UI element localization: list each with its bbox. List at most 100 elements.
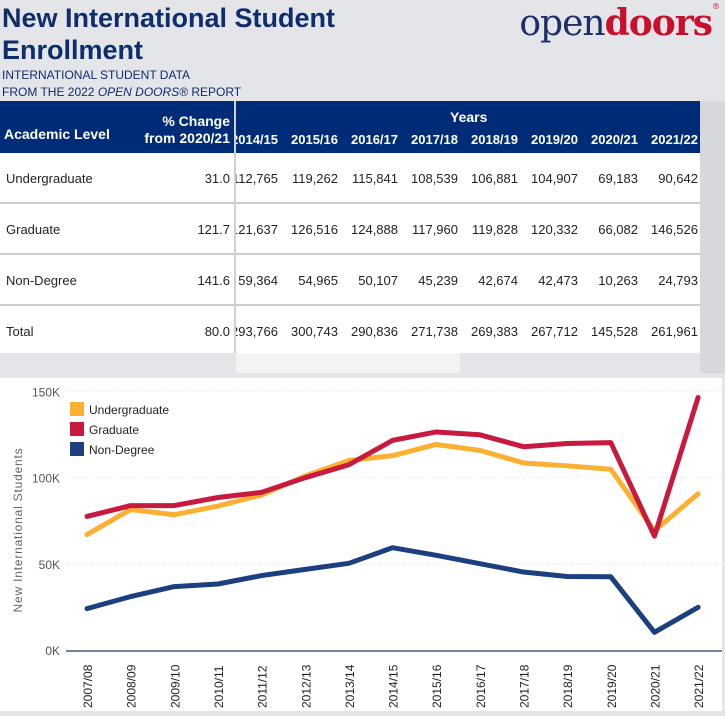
cell-value: 290,836 [340,324,400,339]
years-header: Years 2014/152015/162016/172017/182018/1… [236,101,700,153]
opendoors-logo: opendoors® [519,2,719,44]
cell-value: 293,766 [236,324,280,339]
logo-doors: doors [605,2,712,44]
years-scroll-area[interactable]: Years 2014/152015/162016/172017/182018/1… [236,101,700,357]
x-tick-label: 2017/18 [518,664,532,708]
horizontal-scrollbar[interactable] [0,353,700,373]
cell-value: 124,888 [340,222,400,237]
page-title: New International Student Enrollment [2,2,422,66]
x-tick-label: 2010/11 [212,665,226,708]
year-header[interactable]: 2017/18 [400,132,460,147]
legend-label: Non-Degree [89,443,155,457]
year-header[interactable]: 2018/19 [460,132,520,147]
legend-swatch [70,422,84,436]
cell-value: 119,828 [460,222,520,237]
table-header: Academic Level % Change from 2020/21 [0,101,234,153]
logo-reg: ® [712,2,719,11]
cell-value: 126,516 [280,222,340,237]
cell-value: 300,743 [280,324,340,339]
year-header[interactable]: 2019/20 [520,132,580,147]
x-tick-label: 2012/13 [299,664,313,708]
series-line-undergraduate [87,444,698,534]
vertical-scrollbar[interactable] [700,101,725,373]
x-tick-label: 2011/12 [256,665,270,708]
cell-value: 146,526 [640,222,700,237]
cell-value: 117,960 [400,222,460,237]
y-tick-label: 100K [32,472,60,486]
cell-value: 54,965 [280,273,340,288]
cell-value: 50,107 [340,273,400,288]
table-row: 121,637126,516124,888117,960119,828120,3… [236,204,700,255]
x-tick-label: 2013/14 [343,664,357,708]
logo-open: open [519,3,604,44]
cell-value: 271,738 [400,324,460,339]
x-tick-label: 2021/22 [692,664,706,708]
cell-value: 145,528 [580,324,640,339]
subtitle: INTERNATIONAL STUDENT DATA [2,68,190,82]
cell-value: 119,262 [280,171,340,186]
cell-value: 267,712 [520,324,580,339]
cell-value: 66,082 [580,222,640,237]
series-line-non-degree [87,548,698,633]
cell-value: 261,961 [640,324,700,339]
x-tick-label: 2020/21 [648,664,662,708]
year-header[interactable]: 2015/16 [280,132,340,147]
cell-value: 115,841 [340,171,400,186]
source-suffix: REPORT [188,85,241,99]
table-row: Graduate 121.7 [0,204,234,255]
x-tick-label: 2014/15 [387,664,401,708]
report-source: FROM THE 2022 OPEN DOORS® REPORT [2,85,241,99]
academic-level: Graduate [6,222,60,237]
year-header[interactable]: 2021/22 [640,132,700,147]
x-tick-label: 2007/08 [81,664,95,708]
cell-value: 112,765 [236,171,280,186]
chart-svg: 0K 50K 100K 150K New International Students 2… [0,378,722,711]
col-pct-change[interactable]: % Change from 2020/21 [130,113,230,147]
table-row: Undergraduate 31.0 [0,153,234,204]
line-chart: 0K 50K 100K 150K New International Students 2… [0,378,722,711]
legend-label: Graduate [89,423,139,437]
year-header[interactable]: 2020/21 [580,132,640,147]
cell-value: 42,674 [460,273,520,288]
y-tick-label: 50K [39,558,60,572]
cell-value: 42,473 [520,273,580,288]
academic-level: Undergraduate [6,171,93,186]
year-header[interactable]: 2016/17 [340,132,400,147]
y-tick-label: 150K [32,386,60,400]
cell-value: 120,332 [520,222,580,237]
y-axis-title: New International Students [11,448,25,613]
col-academic-level[interactable]: Academic Level [4,126,110,142]
x-tick-label: 2008/09 [125,664,139,708]
cell-value: 45,239 [400,273,460,288]
y-tick-label: 0K [45,644,60,658]
cell-value: 10,263 [580,273,640,288]
table-row: 293,766300,743290,836271,738269,383267,7… [236,306,700,357]
pct-change: 141.6 [197,273,230,288]
cell-value: 106,881 [460,171,520,186]
x-tick-label: 2019/20 [605,664,619,708]
cell-value: 108,539 [400,171,460,186]
pct-change: 31.0 [205,171,230,186]
cell-value: 104,907 [520,171,580,186]
years-label: Years [450,109,487,125]
year-header[interactable]: 2014/15 [236,132,280,147]
scrollbar-thumb[interactable] [236,353,460,373]
legend-swatch [70,402,84,416]
cell-value: 59,364 [236,273,280,288]
cell-value: 269,383 [460,324,520,339]
x-tick-label: 2015/16 [430,664,444,708]
cell-value: 24,793 [640,273,700,288]
x-tick-label: 2009/10 [168,664,182,708]
x-tick-label: 2018/19 [561,664,575,708]
x-tick-label: 2016/17 [474,664,488,708]
cell-value: 121,637 [236,222,280,237]
source-prefix: FROM THE 2022 [2,85,98,99]
pct-change: 121.7 [197,222,230,237]
source-name: OPEN DOORS® [98,85,188,99]
cell-value: 69,183 [580,171,640,186]
cell-value: 90,642 [640,171,700,186]
